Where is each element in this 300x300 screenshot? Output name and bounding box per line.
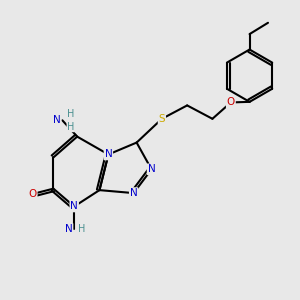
Text: O: O xyxy=(28,189,37,199)
Text: H: H xyxy=(67,109,74,119)
Text: N: N xyxy=(53,115,61,125)
Text: N: N xyxy=(70,202,78,212)
Text: N: N xyxy=(148,164,155,174)
Text: O: O xyxy=(227,98,235,107)
Text: N: N xyxy=(130,188,137,198)
Text: N: N xyxy=(104,149,112,160)
Text: S: S xyxy=(159,114,165,124)
Text: H: H xyxy=(78,224,85,234)
Text: H: H xyxy=(67,122,74,132)
Text: N: N xyxy=(65,224,73,234)
